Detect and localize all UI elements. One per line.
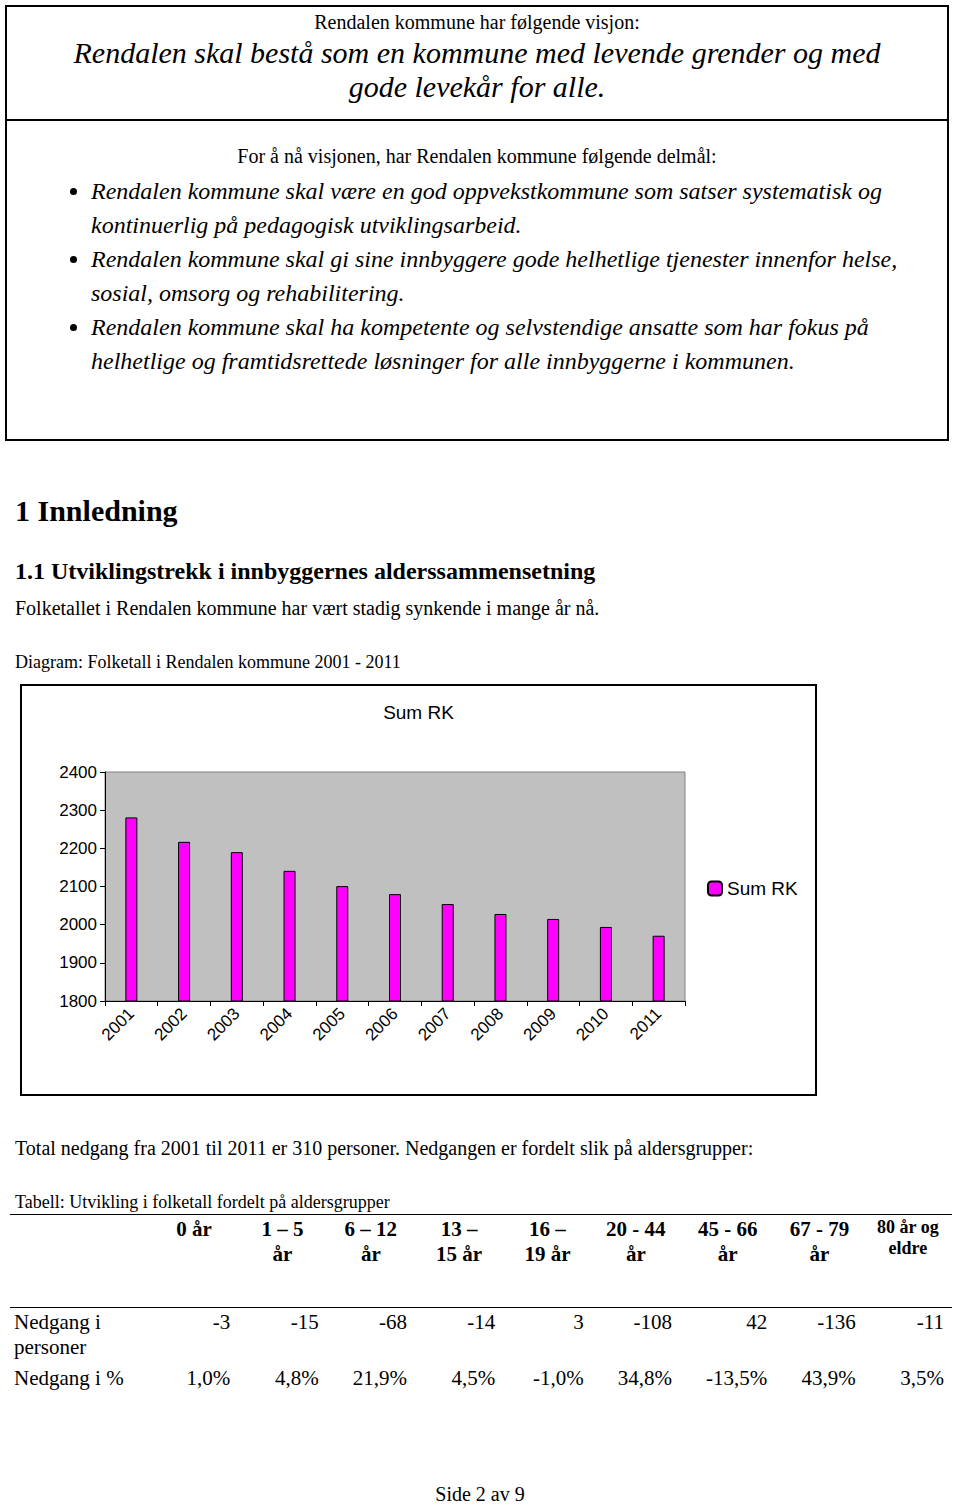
html-text:43,9%: 43,9% <box>801 1366 856 1390</box>
html-text:Rendalen kommune skal ha kompe: Rendalen kommune skal ha kompetente og s… <box>91 314 869 374</box>
html-text:-11: -11 <box>916 1310 944 1334</box>
svg-text:1900: 1900 <box>59 953 97 972</box>
html-text:Rendalen kommune skal være en: Rendalen kommune skal være en god oppvek… <box>91 178 882 238</box>
html-text:21,9%: 21,9% <box>352 1366 407 1390</box>
html-text:4,5%: 4,5% <box>451 1366 496 1390</box>
html-text:6 – 12 år: 6 – 12 år <box>344 1217 398 1266</box>
svg-text:2008: 2008 <box>467 1004 507 1044</box>
html-text:1 – 5 år: 1 – 5 år <box>261 1217 304 1266</box>
svg-text:2010: 2010 <box>572 1004 612 1044</box>
html-text:1.1 Utviklingstrekk i innbygge: 1.1 Utviklingstrekk i innbyggernes alder… <box>15 558 596 584</box>
html-text:Nedgang i %: Nedgang i % <box>14 1366 124 1390</box>
html-text:67 - 79 år: 67 - 79 år <box>789 1217 850 1266</box>
html-text:Diagram: Folketall i Rendalen: Diagram: Folketall i Rendalen kommune 20… <box>15 652 401 672</box>
svg-text:2011: 2011 <box>626 1004 665 1043</box>
html-text:3,5%: 3,5% <box>900 1366 944 1390</box>
svg-text:2003: 2003 <box>203 1004 243 1044</box>
svg-text:Sum RK: Sum RK <box>383 702 454 723</box>
html-text:Side 2 av 9: Side 2 av 9 <box>435 1483 525 1505</box>
html-text:13 – 15 år: 13 – 15 år <box>436 1217 483 1266</box>
html-text:1 Innledning: 1 Innledning <box>15 494 178 527</box>
html-text:-13,5%: -13,5% <box>706 1366 768 1390</box>
svg-text:2000: 2000 <box>59 915 97 934</box>
html-text:Tabell: Utvikling i folketall: Tabell: Utvikling i folketall fordelt på… <box>15 1192 390 1212</box>
svg-text:2001: 2001 <box>98 1004 138 1044</box>
svg-text:1800: 1800 <box>59 992 97 1011</box>
html-text:Nedgang i personer: Nedgang i personer <box>14 1310 101 1359</box>
svg-text:2007: 2007 <box>414 1004 454 1044</box>
svg-text:2006: 2006 <box>362 1004 402 1044</box>
html-text:1,0%: 1,0% <box>186 1366 231 1390</box>
svg-text:Sum RK: Sum RK <box>727 878 798 899</box>
html-text:0 år: 0 år <box>176 1217 212 1241</box>
html-text:-15: -15 <box>290 1310 319 1334</box>
html-text:For å nå visjonen, har Rendale: For å nå visjonen, har Rendalen kommune … <box>237 145 717 167</box>
html-text:Rendalen kommune har følgende: Rendalen kommune har følgende visjon: <box>314 11 640 33</box>
svg-text:2002: 2002 <box>151 1004 191 1044</box>
svg-text:2400: 2400 <box>59 763 97 782</box>
html-text:Total nedgang fra 2001 til 201: Total nedgang fra 2001 til 2011 er 310 p… <box>15 1137 754 1159</box>
html-text:Folketallet i Rendalen kommune: Folketallet i Rendalen kommune har vært … <box>15 597 600 619</box>
html-text:-3: -3 <box>212 1310 231 1334</box>
html-text:3: 3 <box>573 1310 584 1334</box>
svg-text:2009: 2009 <box>520 1004 560 1044</box>
html-text:34,8%: 34,8% <box>617 1366 672 1390</box>
svg-text:2100: 2100 <box>59 877 97 896</box>
html-text:-136: -136 <box>817 1310 856 1334</box>
html-text:-68: -68 <box>379 1310 407 1334</box>
svg-text:2004: 2004 <box>256 1004 296 1044</box>
html-text:45 - 66 år: 45 - 66 år <box>697 1217 758 1266</box>
svg-text:2300: 2300 <box>59 801 97 820</box>
html-text:Rendalen kommune skal gi sine: Rendalen kommune skal gi sine innbyggere… <box>91 246 898 306</box>
html-text:Rendalen skal bestå som en kom: Rendalen skal bestå som en kommune med l… <box>73 36 881 103</box>
html-text:-108: -108 <box>633 1310 672 1334</box>
html-text:20 - 44 år: 20 - 44 år <box>606 1217 666 1266</box>
svg-text:2005: 2005 <box>309 1004 349 1044</box>
html-text:42: 42 <box>746 1310 768 1334</box>
svg-text:2200: 2200 <box>59 839 97 858</box>
html-text:-14: -14 <box>467 1310 496 1334</box>
html-text:4,8%: 4,8% <box>274 1366 319 1390</box>
html-text:16 – 19 år: 16 – 19 år <box>524 1217 571 1266</box>
html-text:80 år og eldre: 80 år og eldre <box>877 1217 939 1258</box>
html-text:-1,0%: -1,0% <box>532 1366 584 1390</box>
